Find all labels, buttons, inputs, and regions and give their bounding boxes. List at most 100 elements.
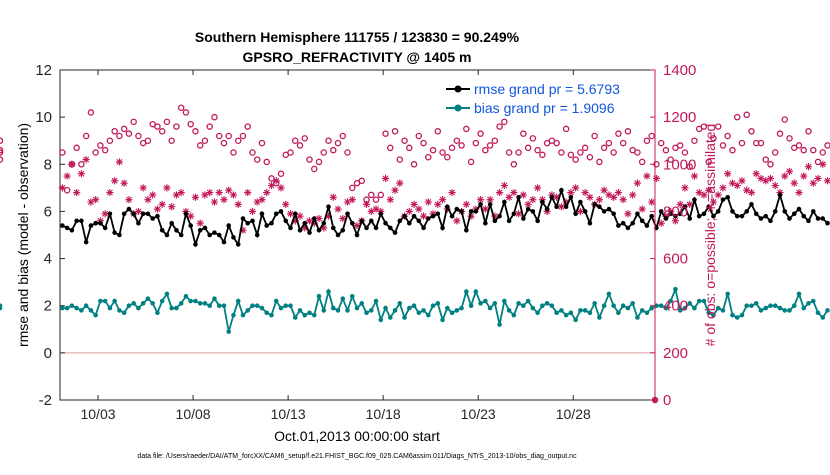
- possible-obs-point: [177, 104, 185, 111]
- rmse-data-point: [273, 211, 279, 217]
- rmse-data-point: [269, 220, 274, 226]
- possible-obs-point: [657, 139, 665, 147]
- bias-data-point: [810, 298, 816, 304]
- bias-data-point: [796, 291, 802, 297]
- y2-axis-label: # of obs: o=possible; ∗=assimilated: [702, 124, 718, 347]
- bias-data-point: [478, 301, 483, 306]
- possible-obs-point: [501, 118, 508, 126]
- possible-obs-point: [0, 137, 4, 144]
- possible-obs-point: [301, 135, 308, 142]
- bias-data-point: [64, 305, 70, 311]
- assimilated-obs-point: [111, 177, 119, 185]
- rmse-data-point: [107, 211, 113, 217]
- legend: rmse grand pr = 5.6793 bias grand pr = 1…: [443, 78, 650, 118]
- rmse-data-point: [578, 199, 583, 205]
- possible-obs-point: [144, 137, 152, 144]
- assimilated-obs-point: [814, 174, 822, 183]
- series-rmse-group: [60, 186, 830, 248]
- rmse-data-point: [454, 206, 460, 212]
- rmse-data-point: [639, 218, 645, 224]
- bias-data-point: [649, 305, 654, 311]
- assimilated-obs-point: [534, 184, 542, 192]
- rmse-data-point: [383, 220, 388, 226]
- bias-data-point: [635, 315, 640, 320]
- assimilated-obs-point: [139, 184, 147, 192]
- legend-bias-marker: [454, 104, 462, 112]
- possible-obs-point: [676, 142, 684, 149]
- bias-data-point: [758, 308, 764, 313]
- bias-data-point: [625, 305, 631, 311]
- bias-data-point: [126, 303, 132, 309]
- possible-obs-point: [581, 144, 589, 152]
- rmse-data-point: [411, 213, 417, 219]
- assimilated-obs-point: [586, 193, 594, 201]
- assimilated-obs-point: [529, 196, 537, 204]
- rmse-data-point: [136, 220, 141, 226]
- possible-obs-point: [401, 137, 408, 144]
- bias-data-point: [687, 301, 692, 306]
- bias-data-point: [725, 291, 731, 297]
- possible-obs-point: [215, 132, 223, 140]
- bias-data-point: [483, 298, 488, 304]
- possible-obs-point: [448, 144, 456, 152]
- assimilated-obs-point: [619, 196, 627, 204]
- legend-bias-label: bias grand pr = 1.9096: [474, 100, 615, 116]
- bias-data-point: [349, 293, 355, 299]
- possible-obs-point: [819, 149, 827, 156]
- assimilated-obs-point: [629, 191, 637, 199]
- bias-data-point: [297, 308, 303, 313]
- assimilated-obs-point: [695, 188, 703, 197]
- bias-data-point: [673, 286, 678, 292]
- rmse-data-point: [725, 194, 731, 200]
- assimilated-obs-point: [572, 184, 580, 192]
- rmse-data-point: [183, 211, 189, 217]
- possible-obs-point: [510, 161, 518, 168]
- plot-area: [0, 70, 830, 401]
- rmse-data-point: [64, 225, 70, 231]
- possible-obs-point: [472, 139, 480, 147]
- possible-obs-point: [163, 118, 171, 126]
- assimilated-obs-point: [576, 207, 584, 216]
- assimilated-obs-point: [348, 196, 356, 204]
- bias-data-point: [706, 310, 712, 316]
- assimilated-obs-point: [386, 196, 394, 204]
- possible-obs-point: [567, 151, 575, 159]
- possible-obs-point: [59, 149, 66, 156]
- rmse-data-point: [597, 204, 602, 210]
- possible-obs-point: [524, 144, 532, 152]
- rmse-data-point: [283, 218, 289, 224]
- bias-data-point: [178, 301, 184, 306]
- assimilated-obs-point: [187, 212, 195, 220]
- bias-data-point: [440, 317, 445, 323]
- rmse-data-point: [93, 220, 98, 226]
- possible-obs-point: [410, 161, 418, 168]
- assimilated-obs-point: [410, 200, 418, 208]
- assimilated-obs-point: [714, 191, 722, 199]
- rmse-data-point: [459, 209, 464, 214]
- bias-data-point: [554, 310, 559, 316]
- y-tick-label: 12: [35, 62, 52, 79]
- rmse-data-point: [701, 211, 707, 217]
- assimilated-obs-point: [553, 193, 561, 201]
- bias-data-point: [150, 301, 155, 306]
- bias-data-point: [639, 308, 645, 313]
- possible-obs-point: [382, 130, 389, 137]
- bias-data-point: [768, 303, 773, 309]
- assimilated-obs-point: [367, 207, 375, 216]
- assimilated-obs-point: [610, 193, 618, 201]
- possible-obs-point: [762, 156, 769, 163]
- rmse-data-point: [668, 211, 673, 217]
- possible-obs-point: [225, 132, 232, 140]
- rmse-data-point: [140, 211, 146, 217]
- bias-data-point: [231, 312, 236, 318]
- rmse-data-point: [791, 211, 797, 217]
- assimilated-obs-point: [229, 191, 238, 199]
- possible-obs-point: [824, 142, 830, 149]
- possible-obs-point: [458, 142, 465, 149]
- possible-obs-point: [239, 132, 247, 140]
- rmse-data-point: [473, 209, 479, 214]
- possible-obs-point: [729, 146, 736, 154]
- rmse-data-point: [402, 213, 407, 219]
- possible-obs-point: [714, 123, 722, 130]
